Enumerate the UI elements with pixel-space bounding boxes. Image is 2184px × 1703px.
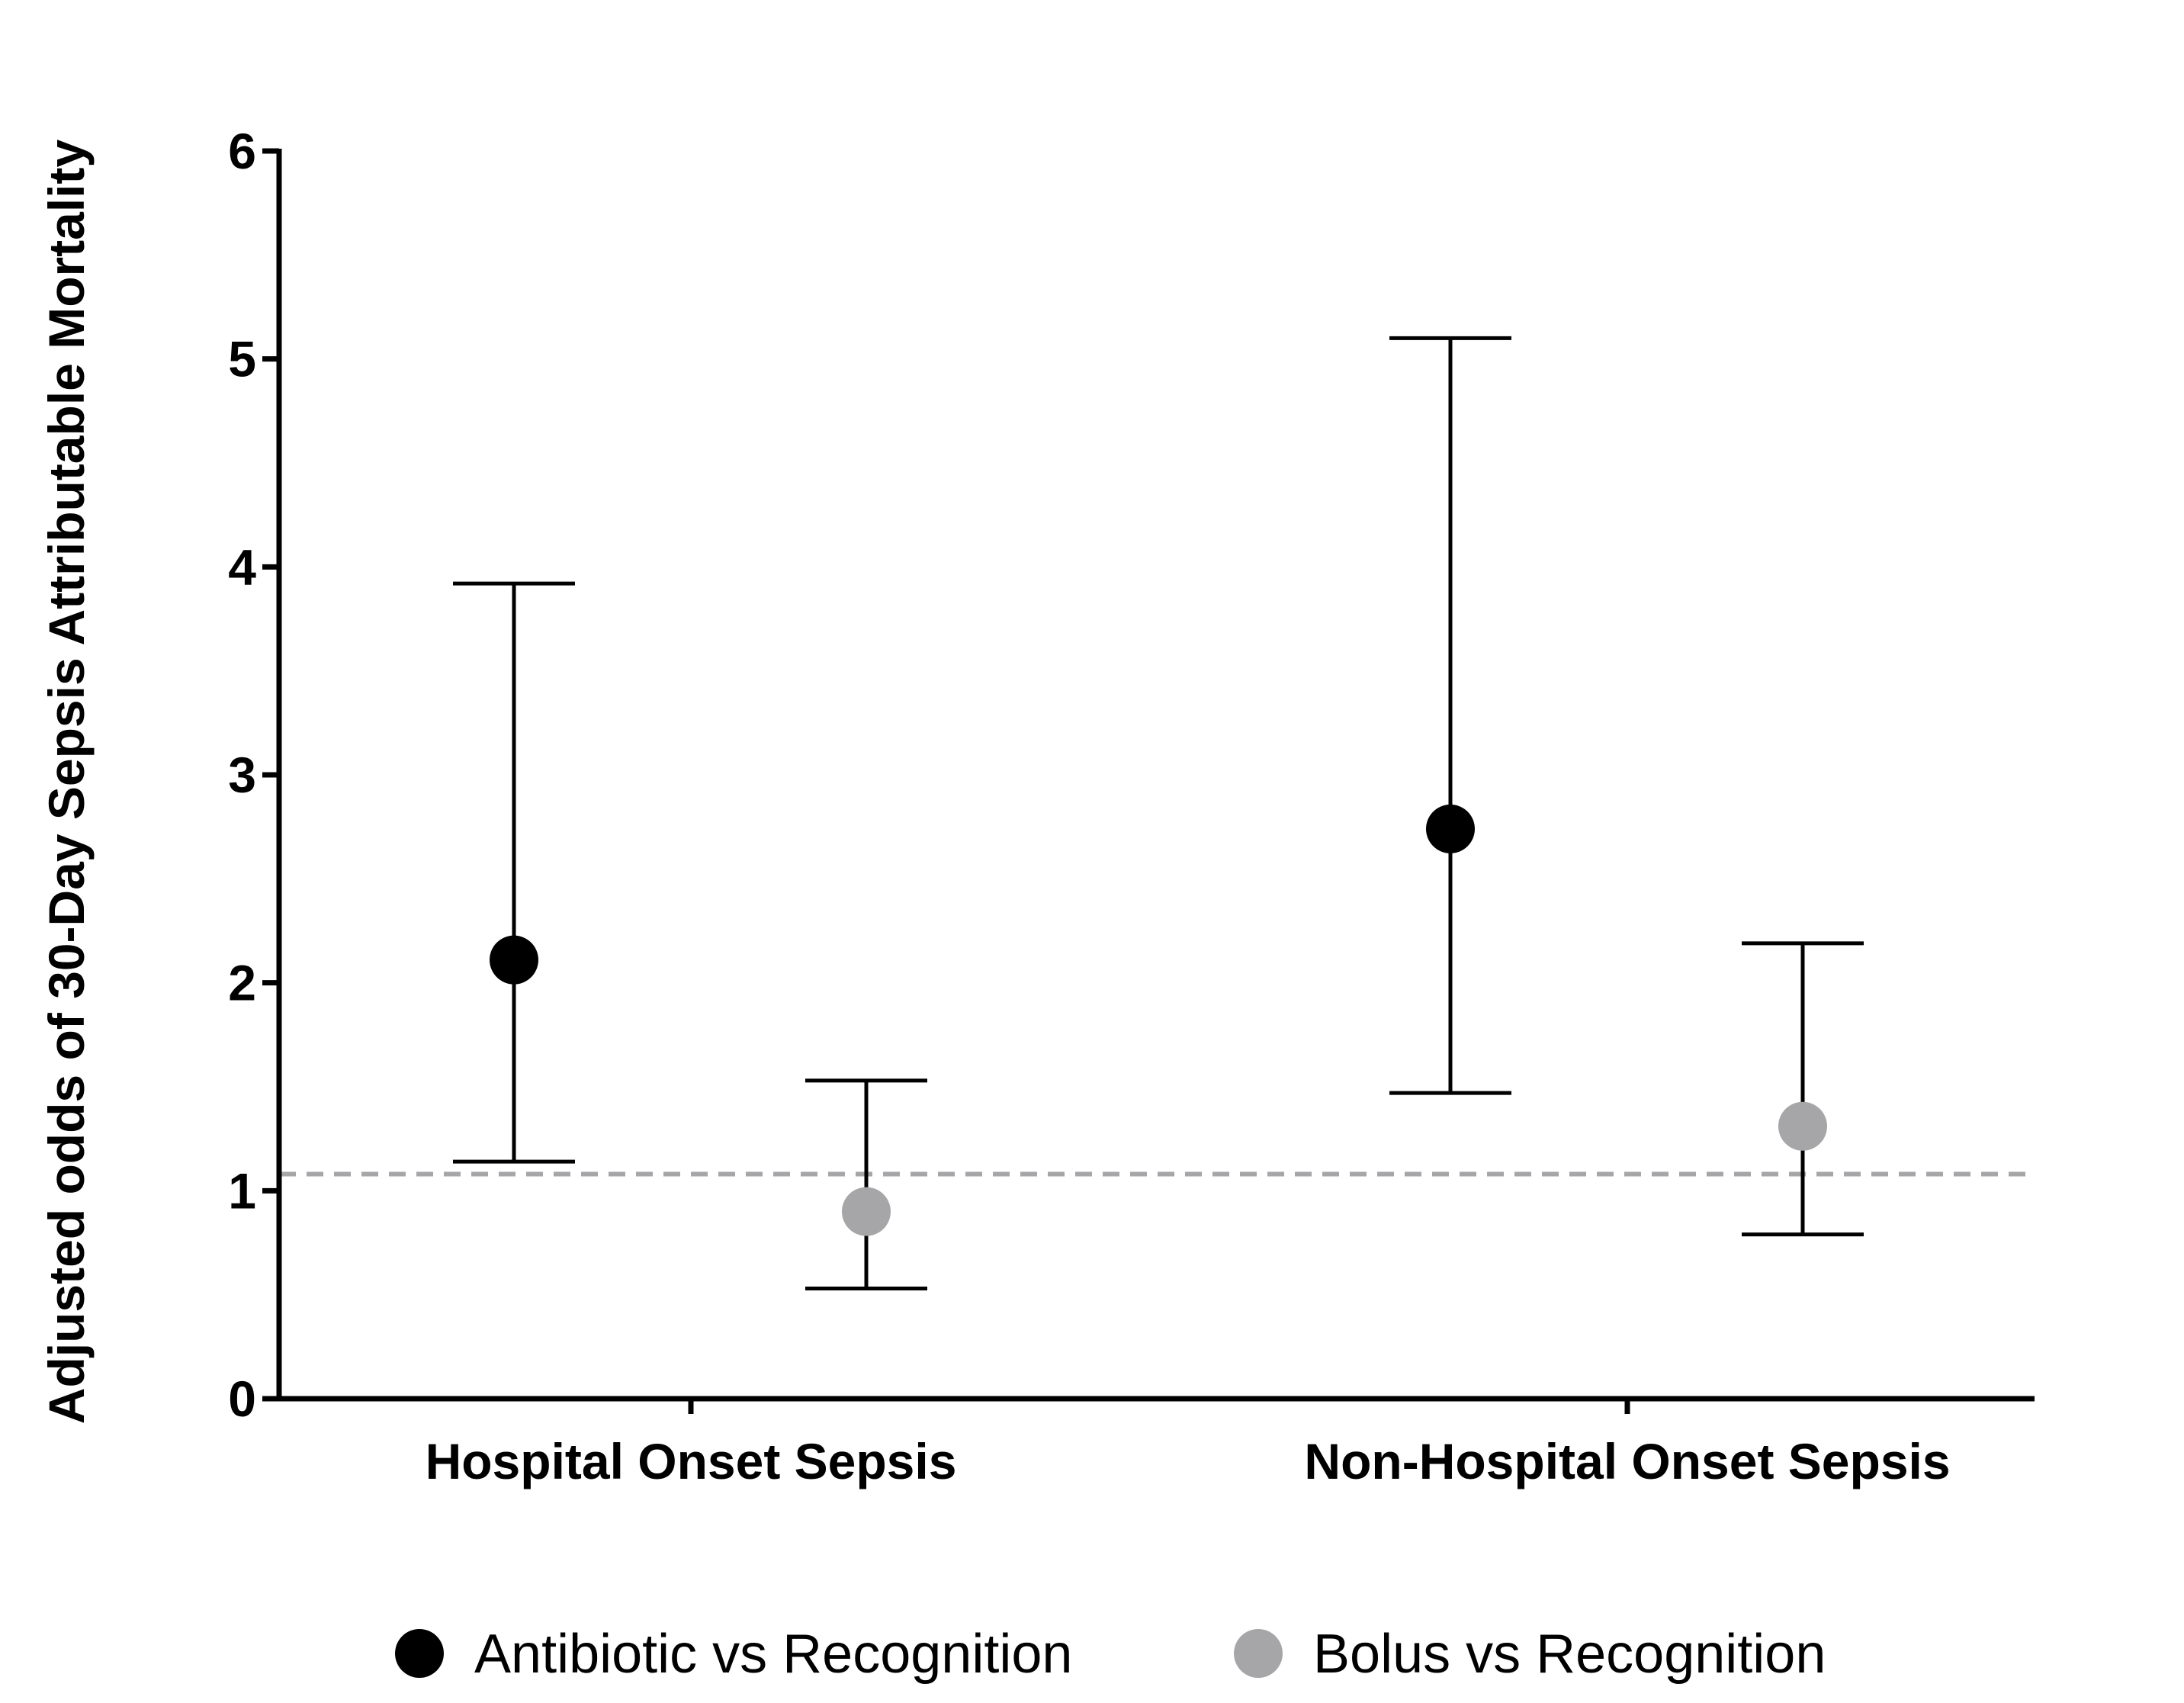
y-tick-label-1: 1 <box>228 1162 256 1219</box>
y-tick-label-4: 4 <box>228 538 256 595</box>
legend-label-bolus: Bolus vs Recognition <box>1313 1624 1826 1685</box>
legend: Antibiotic vs Recognition Bolus vs Recog… <box>395 1624 1826 1685</box>
series-1-point-1-marker <box>1778 1101 1827 1151</box>
series-0-point-1-marker <box>1426 804 1475 853</box>
legend-label-antibiotic: Antibiotic vs Recognition <box>474 1624 1072 1685</box>
x-tick-label-0: Hospital Onset Sepsis <box>426 1433 957 1489</box>
y-tick-label-6: 6 <box>228 123 256 179</box>
x-tick-label-1: Non-Hospital Onset Sepsis <box>1304 1433 1950 1489</box>
y-tick-label-3: 3 <box>228 747 256 803</box>
legend-marker-bolus <box>1234 1629 1283 1678</box>
legend-marker-antibiotic <box>395 1629 444 1678</box>
series-1-point-0-marker <box>842 1187 891 1236</box>
y-axis-title: Adjusted odds of 30-Day Sepsis Attributa… <box>38 139 95 1424</box>
y-tick-label-2: 2 <box>228 955 256 1011</box>
y-tick-label-5: 5 <box>228 331 256 387</box>
y-tick-label-0: 0 <box>228 1370 256 1427</box>
plot-area: 0 1 2 3 4 5 6 Hospital Onset Sepsis Non-Hospital… <box>228 123 2035 1489</box>
series-0-point-0-marker <box>490 935 538 985</box>
